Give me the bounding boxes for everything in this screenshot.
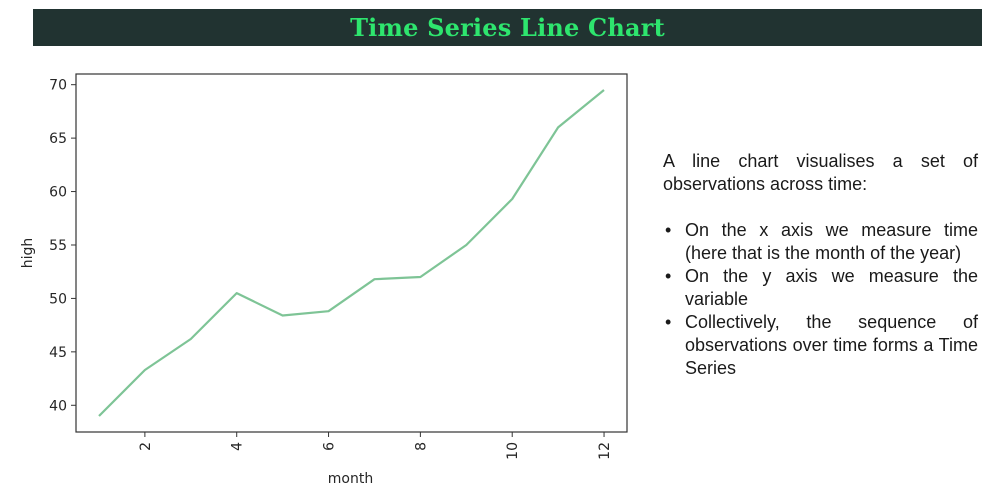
x-axis-label: month [328,471,373,487]
description-list: On the x axis we measure time (here that… [663,219,978,380]
description-bullet: On the y axis we measure the variable [663,265,978,311]
y-tick-label: 60 [49,185,67,201]
y-tick-label: 55 [49,238,67,254]
y-tick-label: 40 [49,398,67,414]
x-tick-label: 10 [505,442,521,460]
series-line [98,89,605,417]
x-tick-label: 8 [413,442,429,451]
description-bullet: Collectively, the sequence of observatio… [663,311,978,380]
x-tick-label: 6 [322,442,338,451]
plot-frame [75,73,628,433]
description-intro: A line chart visualises a set of observa… [663,151,978,194]
description-bullet: On the x axis we measure time (here that… [663,219,978,265]
y-tick-label: 70 [49,78,67,94]
y-tick-label: 50 [49,291,67,307]
description-panel: A line chart visualises a set of observa… [663,150,978,380]
y-tick-label: 45 [49,345,67,361]
y-axis-label: high [20,238,36,269]
page-title: Time Series Line Chart [350,13,665,42]
x-tick-label: 4 [230,442,246,451]
line-chart: 40 45 50 55 60 65 70 2 4 6 8 10 12 month high [20,73,628,487]
y-tick-label: 65 [49,131,67,147]
title-bar: Time Series Line Chart [33,9,982,46]
x-tick-label: 12 [597,442,613,460]
x-tick-label: 2 [138,442,154,451]
